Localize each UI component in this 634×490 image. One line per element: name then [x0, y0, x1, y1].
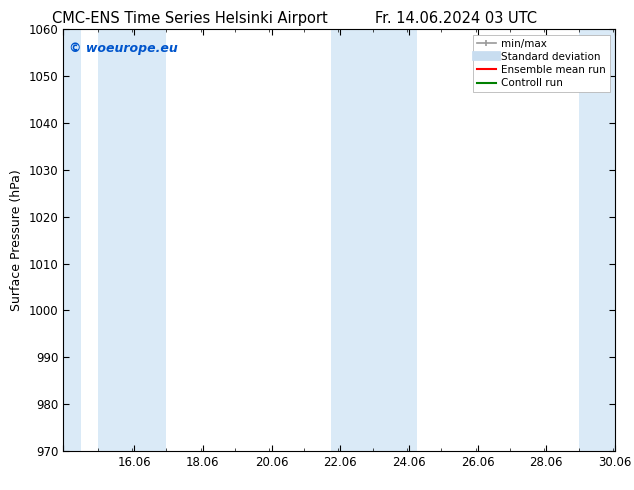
Bar — [579, 29, 616, 451]
Legend: min/max, Standard deviation, Ensemble mean run, Controll run: min/max, Standard deviation, Ensemble me… — [473, 35, 610, 92]
Bar — [149, 29, 167, 451]
Bar — [63, 29, 81, 451]
Bar — [332, 29, 366, 451]
Text: Fr. 14.06.2024 03 UTC: Fr. 14.06.2024 03 UTC — [375, 11, 538, 26]
Y-axis label: Surface Pressure (hPa): Surface Pressure (hPa) — [10, 169, 23, 311]
Text: CMC-ENS Time Series Helsinki Airport: CMC-ENS Time Series Helsinki Airport — [53, 11, 328, 26]
Text: © woeurope.eu: © woeurope.eu — [69, 42, 178, 55]
Bar — [366, 29, 417, 451]
Bar — [98, 29, 149, 451]
